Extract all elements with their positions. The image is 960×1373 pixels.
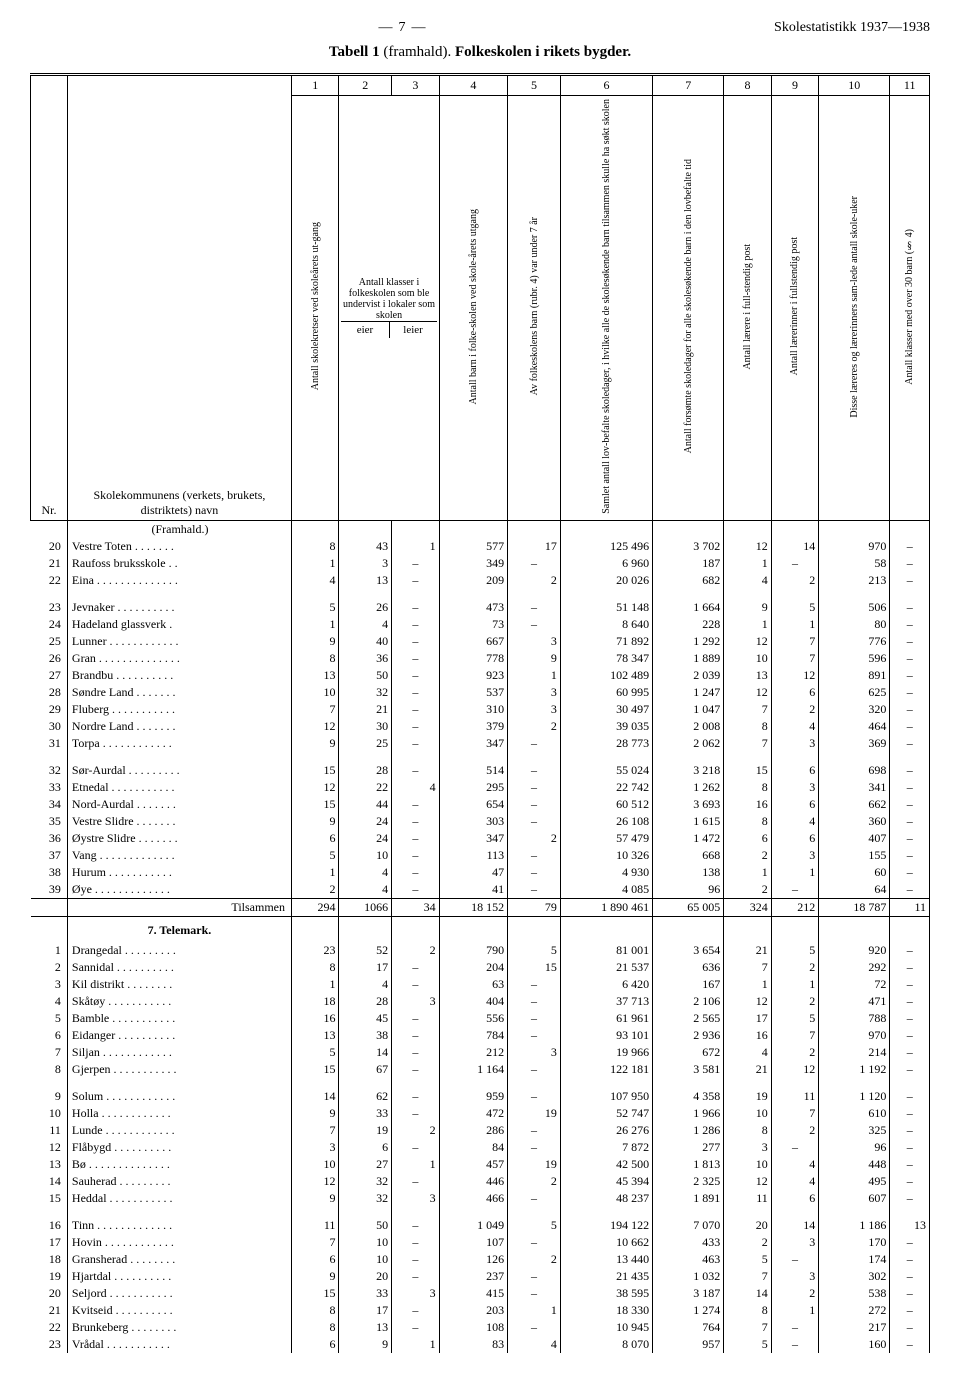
table-row: 21Kvitseid . . . . . . . . . .817–203118… — [31, 1302, 930, 1319]
table-row: 35Vestre Slidre . . . . . . .924–303–26 … — [31, 813, 930, 830]
total-row: Tilsammen29410663418 152791 890 46165 00… — [31, 898, 930, 916]
table-row: 23Vrådal . . . . . . . . . . .6918348 07… — [31, 1336, 930, 1353]
table-row: 19Hjartdal . . . . . . . . . .920–237–21… — [31, 1268, 930, 1285]
table-row: 6Eidanger . . . . . . . . . .1338–784–93… — [31, 1027, 930, 1044]
table-row: 18Gransherad . . . . . . . .610–126213 4… — [31, 1251, 930, 1268]
table-row: 30Nordre Land . . . . . . .1230–379239 0… — [31, 718, 930, 735]
table-row: 10Holla . . . . . . . . . . . .933–47219… — [31, 1105, 930, 1122]
group-spacer — [31, 1078, 930, 1088]
group-spacer — [31, 752, 930, 762]
col-nr-header: Nr. — [31, 75, 68, 521]
col-name-header: Skolekommunens (verkets, brukets, distri… — [67, 75, 291, 521]
table-row: 22Eina . . . . . . . . . . . . . .413–20… — [31, 572, 930, 589]
table-row: 15Heddal . . . . . . . . . . .9323466–48… — [31, 1190, 930, 1207]
table-row: 38Hurum . . . . . . . . . . .14–47–4 930… — [31, 864, 930, 881]
table-row: 25Lunner . . . . . . . . . . . .940–6673… — [31, 633, 930, 650]
table-row: 28Søndre Land . . . . . . .1032–537360 9… — [31, 684, 930, 701]
table-title: Tabell 1 (framhald). Folkeskolen i riket… — [30, 44, 930, 61]
table-row: 24Hadeland glassverk .14–73–8 6402281180… — [31, 616, 930, 633]
table-row: 37Vang . . . . . . . . . . . . .510–113–… — [31, 847, 930, 864]
table-row: 20Vestre Toten . . . . . . .843157717125… — [31, 538, 930, 555]
table-row: 9Solum . . . . . . . . . . . .1462–959–1… — [31, 1088, 930, 1105]
framhald-row: (Framhald.) — [31, 520, 930, 538]
table-row: 32Sør-Aurdal . . . . . . . . .1528–514–5… — [31, 762, 930, 779]
table-row: 4Skåtøy . . . . . . . . . . .18283404–37… — [31, 993, 930, 1010]
table-row: 39Øye . . . . . . . . . . . . .24–41–4 0… — [31, 881, 930, 899]
table-row: 14Sauherad . . . . . . . . .1232–446245 … — [31, 1173, 930, 1190]
table-row: 26Gran . . . . . . . . . . . . . .836–77… — [31, 650, 930, 667]
table-row: 21Raufoss bruksskole . .13–349–6 9601871… — [31, 555, 930, 572]
table-row: 7Siljan . . . . . . . . . . . .514–21231… — [31, 1044, 930, 1061]
page-number: —7— — [373, 20, 432, 36]
table-row: 5Bamble . . . . . . . . . . .1645–556–61… — [31, 1010, 930, 1027]
table-row: 33Etnedal . . . . . . . . . . .12224295–… — [31, 779, 930, 796]
table-row: 23Jevnaker . . . . . . . . . .526–473–51… — [31, 599, 930, 616]
table-row: 17Hovin . . . . . . . . . . . .710–107–1… — [31, 1234, 930, 1251]
main-table: Nr. Skolekommunens (verkets, brukets, di… — [30, 73, 930, 1353]
table-row: 34Nord-Aurdal . . . . . . .1544–654–60 5… — [31, 796, 930, 813]
table-row: 12Flåbygd . . . . . . . . . .36–84–7 872… — [31, 1139, 930, 1156]
table-row: 29Fluberg . . . . . . . . . . .721–31033… — [31, 701, 930, 718]
group-spacer — [31, 1207, 930, 1217]
table-row: 2Sannidal . . . . . . . . . .817–2041521… — [31, 959, 930, 976]
table-row: 3Kil distrikt . . . . . . . .14–63–6 420… — [31, 976, 930, 993]
table-row: 27Brandbu . . . . . . . . . .1350–923110… — [31, 667, 930, 684]
table-row: 8Gjerpen . . . . . . . . . . .1567–1 164… — [31, 1061, 930, 1078]
table-row: 20Seljord . . . . . . . . . . .15333415–… — [31, 1285, 930, 1302]
table-row: 36Øystre Slidre . . . . . . .624–347257 … — [31, 830, 930, 847]
table-row: 16Tinn . . . . . . . . . . . . .1150–1 0… — [31, 1217, 930, 1234]
table-row: 13Bø . . . . . . . . . . . . . .10271457… — [31, 1156, 930, 1173]
page-header: —7— Skolestatistikk 1937—1938 — [30, 20, 930, 36]
group-spacer — [31, 589, 930, 599]
table-row: 11Lunde . . . . . . . . . . . .7192286–2… — [31, 1122, 930, 1139]
col-number-row: Nr. Skolekommunens (verkets, brukets, di… — [31, 75, 930, 96]
table-row: 31Torpa . . . . . . . . . . . .925–347–2… — [31, 735, 930, 752]
doc-title: Skolestatistikk 1937—1938 — [774, 20, 930, 36]
section-header: 7. Telemark. — [31, 916, 930, 942]
table-row: 22Brunkeberg . . . . . . . .813–108–10 9… — [31, 1319, 930, 1336]
table-row: 1Drangedal . . . . . . . . .23522790581 … — [31, 942, 930, 959]
